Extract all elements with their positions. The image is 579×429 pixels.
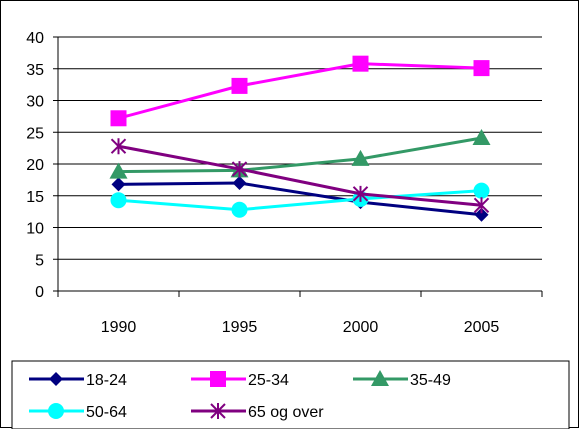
legend-label: 65 og over	[248, 404, 324, 421]
legend-label: 35-49	[410, 372, 451, 389]
x-tick-label: 1995	[222, 319, 258, 336]
series-line	[118, 62, 482, 120]
legend-item: 25-34	[191, 371, 289, 389]
data-point	[110, 110, 127, 127]
legend: 18-24 25-34 35-49 50-64 65 og over	[11, 360, 570, 429]
x-tick-label: 2005	[464, 319, 500, 336]
series-line	[118, 181, 482, 217]
y-axis-ticks: 0 5 10 15 20 25 30 35 40	[26, 30, 58, 301]
legend-marker	[49, 372, 63, 386]
legend-item: 18-24	[29, 372, 127, 389]
y-tick-label: 0	[35, 284, 44, 301]
legend-item: 65 og over	[191, 403, 324, 421]
y-tick-label: 40	[26, 30, 44, 47]
data-point	[231, 201, 248, 218]
y-tick-label: 25	[26, 125, 44, 142]
data-point	[352, 55, 369, 72]
legend-marker	[48, 403, 64, 419]
data-point	[351, 149, 370, 166]
data-point	[473, 197, 490, 214]
legend-box	[11, 360, 570, 429]
x-axis-ticks: 1990 1995 2000 2005	[57, 291, 543, 336]
data-point	[352, 185, 369, 202]
legend-label: 18-24	[86, 372, 127, 389]
data-point	[473, 182, 490, 199]
series-line	[118, 136, 482, 174]
x-tick-label: 2000	[343, 319, 379, 336]
y-tick-label: 20	[26, 157, 44, 174]
gridlines	[58, 36, 542, 260]
y-tick-label: 35	[26, 62, 44, 79]
data-point	[110, 192, 127, 209]
y-tick-label: 5	[35, 252, 44, 269]
data-point	[232, 176, 247, 191]
legend-label: 50-64	[86, 404, 127, 421]
legend-item: 50-64	[29, 403, 127, 421]
series-line	[118, 189, 482, 212]
data-point	[109, 162, 128, 179]
legend-item: 35-49	[353, 370, 451, 389]
data-point	[472, 128, 491, 145]
series-4	[110, 138, 490, 214]
x-tick-label: 1990	[101, 319, 137, 336]
data-point	[474, 207, 489, 222]
legend-marker	[371, 370, 389, 386]
y-tick-label: 30	[26, 94, 44, 111]
legend-label: 25-34	[248, 372, 289, 389]
series-lines	[109, 55, 491, 222]
series-line	[118, 144, 482, 207]
legend-marker	[210, 371, 226, 387]
data-point	[231, 77, 248, 94]
series-1	[110, 55, 490, 127]
y-tick-label: 15	[26, 189, 44, 206]
data-point	[231, 161, 248, 178]
data-point	[111, 177, 126, 192]
data-point	[473, 60, 490, 77]
data-point	[110, 138, 127, 155]
y-tick-label: 10	[26, 221, 44, 238]
legend-marker	[210, 403, 226, 419]
